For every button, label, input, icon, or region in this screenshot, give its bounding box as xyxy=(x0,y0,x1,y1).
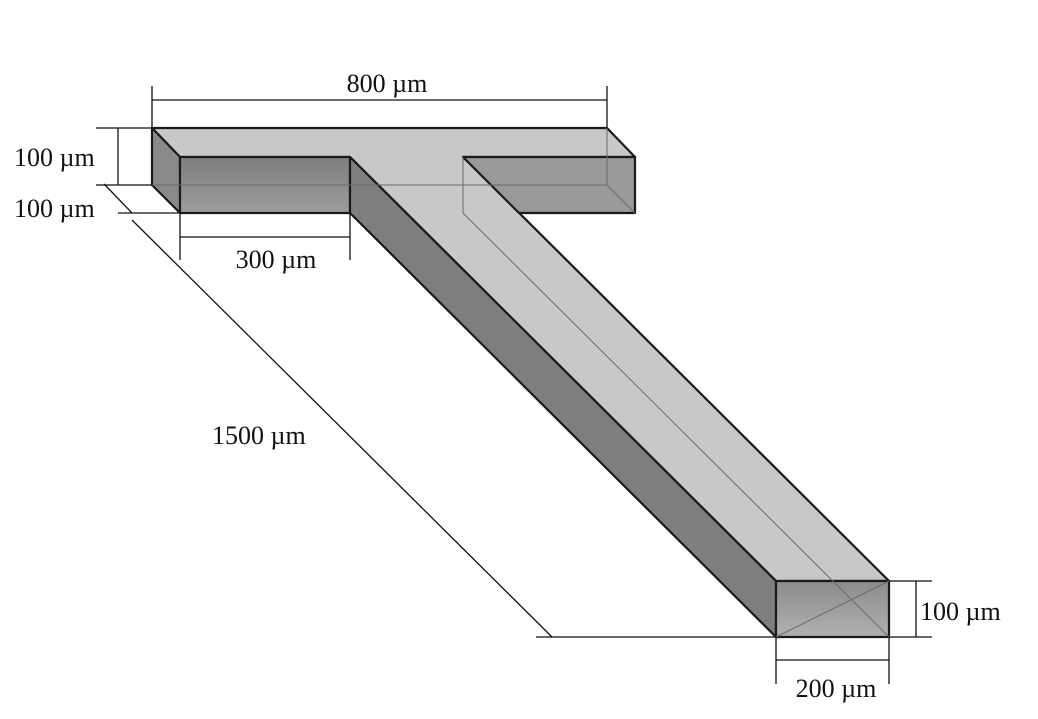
label-left-height: 100 µm xyxy=(14,143,95,172)
channel-side-face xyxy=(348,155,778,639)
hidden-edge-outlet-diagonal xyxy=(775,580,890,638)
hidden-edge-channel-bottom xyxy=(462,212,890,638)
dimension-lines xyxy=(96,86,932,684)
dim-line-channel-length xyxy=(131,219,553,638)
label-inlet-width: 300 µm xyxy=(236,245,317,274)
label-outlet-height: 100 µm xyxy=(920,597,1001,626)
label-outlet-width: 200 µm xyxy=(796,674,877,703)
label-channel-length: 1500 µm xyxy=(212,421,306,450)
label-top-width: 800 µm xyxy=(347,69,428,98)
hidden-edges xyxy=(152,128,890,638)
hidden-edge-right-bottom xyxy=(606,184,636,214)
dimension-labels: 800 µm 100 µm 100 µm 300 µm 1500 µm 100 … xyxy=(14,69,1001,703)
label-left-depth: 100 µm xyxy=(14,194,95,223)
channel-body xyxy=(150,126,891,639)
dim-line-left-depth xyxy=(103,183,133,214)
